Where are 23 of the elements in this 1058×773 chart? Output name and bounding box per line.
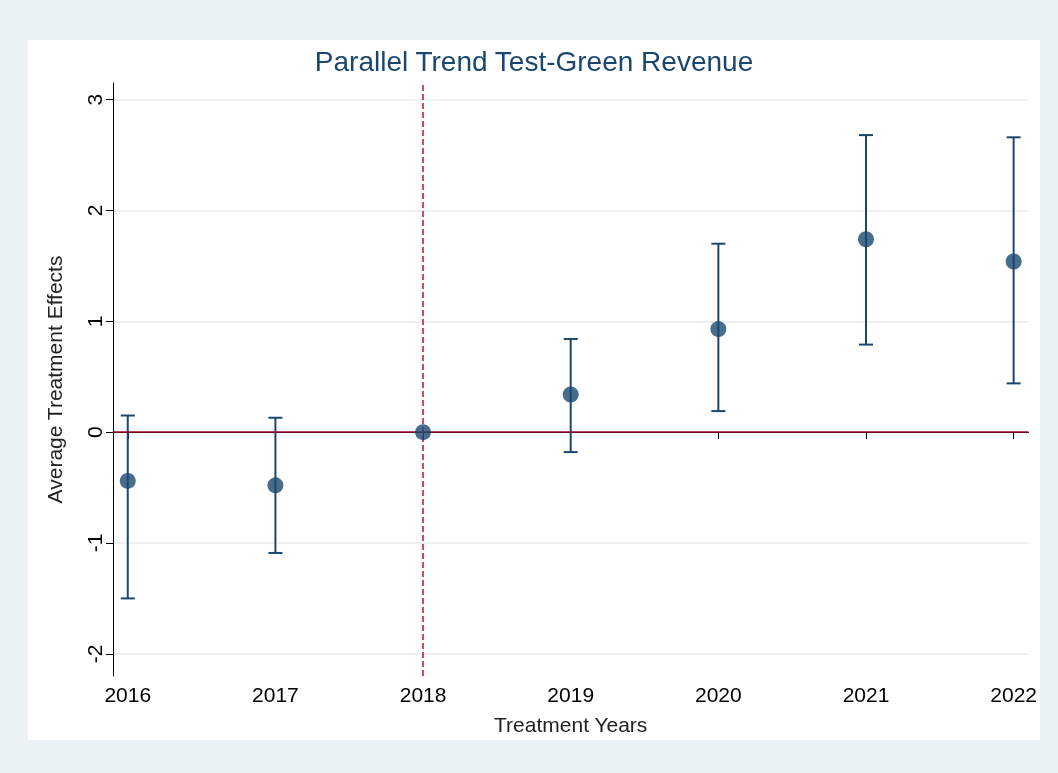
- x-tick-label: 2018: [399, 683, 447, 706]
- point: [267, 477, 284, 494]
- point: [1005, 253, 1022, 270]
- point: [415, 424, 432, 441]
- x-tick-label: 2019: [547, 683, 595, 706]
- y-tick-label: 3: [83, 93, 106, 106]
- point: [562, 386, 579, 403]
- y-tick-label: -2: [83, 644, 106, 664]
- y-tick-label: 0: [83, 426, 106, 438]
- x-axis-title: Treatment Years: [494, 713, 648, 736]
- x-tick-label: 2017: [252, 683, 299, 706]
- y-tick-label: 1: [83, 315, 106, 328]
- x-tick-label: 2016: [104, 683, 152, 706]
- y-axis-title: Average Treatment Effects: [43, 255, 66, 504]
- y-tick-label: -1: [83, 533, 106, 553]
- point: [710, 321, 727, 338]
- x-tick-label: 2022: [990, 683, 1037, 706]
- chart-title: Parallel Trend Test-Green Revenue: [314, 45, 754, 77]
- x-tick-label: 2020: [694, 683, 742, 706]
- x-tick-label: 2021: [842, 683, 890, 706]
- y-tick-label: 2: [83, 204, 106, 217]
- point: [119, 472, 136, 489]
- point: [858, 231, 874, 248]
